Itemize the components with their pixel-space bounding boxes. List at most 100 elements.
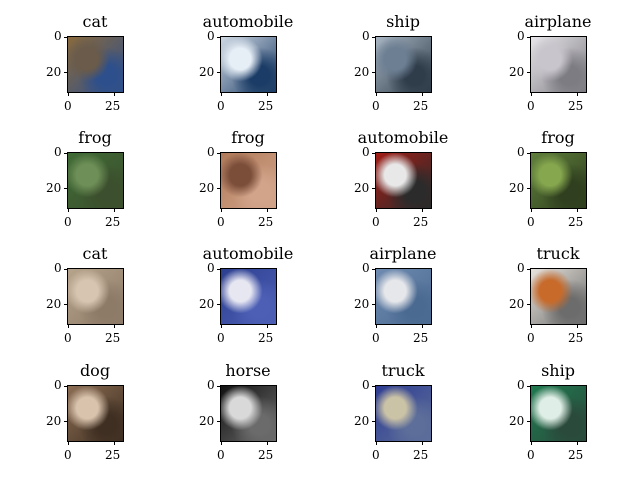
x-tick-mark — [68, 442, 69, 445]
panel-title: truck — [509, 246, 607, 262]
x-tick-mark — [577, 209, 578, 212]
x-tick-mark — [531, 93, 532, 96]
pixel-image — [68, 269, 123, 324]
image-panel: automobile 0 20 0 25 — [200, 14, 298, 124]
x-tick-label: 25 — [413, 332, 428, 344]
y-tick-label: 20 — [509, 66, 524, 78]
y-tick-mark — [217, 421, 220, 422]
pixel-image — [376, 269, 431, 324]
y-tick-label: 20 — [199, 415, 214, 427]
x-tick-label: 25 — [413, 100, 428, 112]
panel-title: frog — [199, 130, 297, 146]
image-panel: frog 0 20 0 25 — [200, 130, 298, 240]
x-tick-label: 0 — [372, 216, 380, 228]
y-tick-label: 20 — [46, 415, 61, 427]
x-tick-label: 0 — [217, 449, 225, 461]
pixel-image — [531, 386, 586, 441]
y-tick-mark — [64, 37, 67, 38]
pixel-image — [221, 386, 276, 441]
x-tick-label: 0 — [527, 332, 535, 344]
panel-title: ship — [509, 363, 607, 379]
x-tick-mark — [68, 209, 69, 212]
x-tick-mark — [114, 209, 115, 212]
x-tick-label: 0 — [372, 332, 380, 344]
y-tick-label: 20 — [509, 415, 524, 427]
image-thumbnail — [67, 385, 124, 442]
y-tick-mark — [527, 421, 530, 422]
pixel-image — [376, 153, 431, 208]
image-thumbnail — [530, 152, 587, 209]
image-thumbnail — [67, 36, 124, 93]
y-tick-mark — [527, 269, 530, 270]
y-tick-label: 0 — [207, 379, 215, 391]
image-thumbnail — [375, 152, 432, 209]
y-tick-mark — [64, 421, 67, 422]
x-tick-label: 0 — [217, 332, 225, 344]
x-tick-mark — [422, 93, 423, 96]
y-tick-label: 20 — [509, 298, 524, 310]
y-tick-mark — [217, 269, 220, 270]
y-tick-mark — [527, 37, 530, 38]
y-tick-label: 0 — [362, 146, 370, 158]
pixel-image — [221, 153, 276, 208]
x-tick-label: 25 — [105, 100, 120, 112]
pixel-image — [68, 153, 123, 208]
image-panel: horse 0 20 0 25 — [200, 363, 298, 473]
x-tick-mark — [531, 325, 532, 328]
x-tick-mark — [114, 442, 115, 445]
y-tick-label: 20 — [199, 298, 214, 310]
y-tick-label: 20 — [354, 415, 369, 427]
x-tick-mark — [221, 325, 222, 328]
image-thumbnail — [220, 385, 277, 442]
y-tick-label: 0 — [207, 146, 215, 158]
x-tick-mark — [577, 325, 578, 328]
y-tick-mark — [217, 153, 220, 154]
pixel-image — [376, 386, 431, 441]
y-tick-mark — [64, 269, 67, 270]
pixel-image — [531, 37, 586, 92]
y-tick-label: 20 — [354, 66, 369, 78]
y-tick-label: 0 — [54, 379, 62, 391]
image-thumbnail — [67, 152, 124, 209]
x-tick-mark — [376, 325, 377, 328]
panel-title: frog — [46, 130, 144, 146]
y-tick-mark — [64, 304, 67, 305]
image-panel: automobile 0 20 0 25 — [355, 130, 453, 240]
y-tick-label: 20 — [354, 182, 369, 194]
image-panel: frog 0 20 0 25 — [47, 130, 145, 240]
x-tick-mark — [221, 442, 222, 445]
image-panel: airplane 0 20 0 25 — [510, 14, 608, 124]
x-tick-label: 25 — [105, 332, 120, 344]
x-tick-label: 0 — [527, 100, 535, 112]
y-tick-mark — [372, 421, 375, 422]
y-tick-label: 20 — [199, 66, 214, 78]
image-panel: ship 0 20 0 25 — [355, 14, 453, 124]
y-tick-label: 0 — [517, 146, 525, 158]
image-thumbnail — [220, 268, 277, 325]
y-tick-mark — [64, 153, 67, 154]
y-tick-label: 0 — [54, 30, 62, 42]
image-panel: ship 0 20 0 25 — [510, 363, 608, 473]
y-tick-mark — [372, 304, 375, 305]
y-tick-label: 20 — [46, 66, 61, 78]
image-thumbnail — [375, 385, 432, 442]
x-tick-mark — [531, 442, 532, 445]
panel-title: automobile — [354, 130, 452, 146]
panel-title: airplane — [509, 14, 607, 30]
y-tick-mark — [527, 72, 530, 73]
x-tick-label: 25 — [258, 100, 273, 112]
x-tick-mark — [68, 325, 69, 328]
x-tick-label: 25 — [258, 449, 273, 461]
x-tick-label: 25 — [258, 216, 273, 228]
x-tick-label: 0 — [64, 216, 72, 228]
x-tick-label: 0 — [527, 449, 535, 461]
x-tick-mark — [376, 93, 377, 96]
panel-title: horse — [199, 363, 297, 379]
y-tick-label: 0 — [207, 262, 215, 274]
x-tick-label: 25 — [568, 216, 583, 228]
image-thumbnail — [220, 36, 277, 93]
y-tick-label: 0 — [517, 30, 525, 42]
panel-title: frog — [509, 130, 607, 146]
x-tick-mark — [577, 442, 578, 445]
x-tick-label: 25 — [105, 449, 120, 461]
